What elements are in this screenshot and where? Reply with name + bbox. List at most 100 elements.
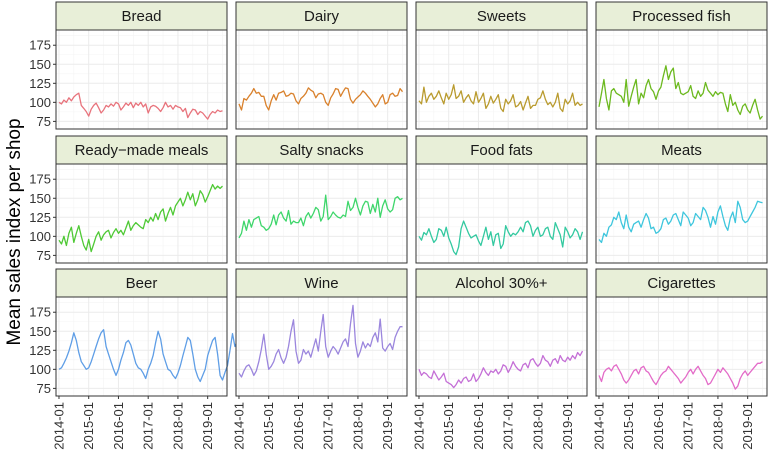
panel-border xyxy=(235,163,408,264)
x-tick-label: 2019-01 xyxy=(380,402,395,450)
x-tick-label: 2016-01 xyxy=(651,402,666,450)
y-tick-label: 150 xyxy=(29,191,51,206)
facet-title: Sweets xyxy=(477,8,526,25)
facet-strip xyxy=(235,268,408,298)
x-tick-label: 2016-01 xyxy=(291,402,306,450)
x-tick-label: 2018-01 xyxy=(170,402,185,450)
series-line xyxy=(598,65,764,120)
facet-panel: Dairy xyxy=(235,1,408,130)
facet-panel: Processed fish xyxy=(595,1,768,130)
facet-strip xyxy=(55,268,228,298)
series-line xyxy=(598,361,763,390)
x-tick-label: 2019-01 xyxy=(560,402,575,450)
facet-title: Food fats xyxy=(470,142,533,159)
facet-panel: Salty snacks xyxy=(235,135,408,264)
panel-border xyxy=(55,163,228,264)
x-tick-label: 2018-01 xyxy=(350,402,365,450)
y-tick-label: 150 xyxy=(29,57,51,72)
series-line xyxy=(58,329,239,383)
facet-title: Meats xyxy=(661,142,702,159)
facet-strip xyxy=(595,268,768,298)
y-tick-label: 75 xyxy=(37,248,51,263)
x-tick-label: 2015-01 xyxy=(81,402,96,450)
plot-background xyxy=(596,164,767,263)
series-line xyxy=(418,350,584,389)
y-tick-label: 125 xyxy=(29,210,51,225)
y-tick-label: 150 xyxy=(29,324,51,339)
panel-grid: Bread 75 100 125 150 175 Dairy Sweets Processed … xyxy=(29,1,768,450)
panel-border xyxy=(595,296,768,397)
x-tick-label: 2014-01 xyxy=(591,402,606,450)
plot-background xyxy=(236,30,407,129)
x-tick-label: 2016-01 xyxy=(111,402,126,450)
facet-title: Wine xyxy=(304,275,338,292)
facet-title: Salty snacks xyxy=(279,142,363,159)
facet-panel: Meats xyxy=(595,135,768,264)
x-tick-label: 2016-01 xyxy=(471,402,486,450)
facet-panel: Bread 75 100 125 150 175 xyxy=(29,1,228,130)
plot-background xyxy=(416,297,587,396)
facet-strip xyxy=(415,135,588,165)
panel-border xyxy=(595,29,768,130)
facet-title: Beer xyxy=(126,275,158,292)
plot-background xyxy=(416,30,587,129)
y-tick-label: 100 xyxy=(29,362,51,377)
panel-border xyxy=(235,296,408,397)
panel-border xyxy=(55,29,228,130)
facet-strip xyxy=(55,1,228,31)
plot-background xyxy=(236,297,407,396)
facet-panel: Wine 2014-01 2015-01 2016-01 2017-01 2018-01 2… xyxy=(231,268,408,450)
facet-title: Processed fish xyxy=(632,8,730,25)
series-line xyxy=(238,194,403,239)
facet-panel: Sweets xyxy=(415,1,588,130)
x-tick-label: 2014-01 xyxy=(411,402,426,450)
y-tick-label: 75 xyxy=(37,381,51,396)
y-tick-label: 125 xyxy=(29,343,51,358)
x-tick-label: 2014-01 xyxy=(231,402,246,450)
y-tick-label: 100 xyxy=(29,95,51,110)
y-tick-label: 175 xyxy=(29,172,51,187)
facet-panel: Ready−made meals 75 100 125 150 175 xyxy=(29,135,228,264)
facet-panel: Alcohol 30%+ 2014-01 2015-01 2016-01 2017-01… xyxy=(411,268,588,450)
facet-strip xyxy=(55,135,228,165)
panel-border xyxy=(55,296,228,397)
facet-title: Cigarettes xyxy=(647,275,715,292)
x-tick-label: 2017-01 xyxy=(501,402,516,450)
x-tick-label: 2015-01 xyxy=(441,402,456,450)
x-tick-label: 2017-01 xyxy=(141,402,156,450)
facet-panel: Cigarettes 2014-01 2015-01 2016-01 2017-01 20… xyxy=(591,268,768,450)
y-tick-label: 75 xyxy=(37,114,51,129)
panel-border xyxy=(415,163,588,264)
y-axis-label: Mean sales index per shop xyxy=(4,118,25,345)
panel-border xyxy=(415,29,588,130)
x-tick-label: 2017-01 xyxy=(681,402,696,450)
y-tick-label: 125 xyxy=(29,76,51,91)
y-tick-label: 175 xyxy=(29,305,51,320)
x-tick-label: 2015-01 xyxy=(261,402,276,450)
facet-title: Bread xyxy=(121,8,161,25)
facet-title: Alcohol 30%+ xyxy=(455,275,547,292)
panel-border xyxy=(415,296,588,397)
x-tick-label: 2014-01 xyxy=(51,402,66,450)
panel-border xyxy=(595,163,768,264)
x-tick-label: 2015-01 xyxy=(621,402,636,450)
y-tick-label: 175 xyxy=(29,38,51,53)
facet-title: Ready−made meals xyxy=(75,142,209,159)
facet-strip xyxy=(235,135,408,165)
plot-background xyxy=(236,164,407,263)
series-line xyxy=(58,92,223,120)
series-line xyxy=(238,87,404,111)
x-tick-label: 2017-01 xyxy=(321,402,336,450)
series-line xyxy=(238,304,403,378)
facet-strip xyxy=(595,135,768,165)
panel-border xyxy=(235,29,408,130)
facet-panel: Food fats xyxy=(415,135,588,264)
x-tick-label: 2018-01 xyxy=(530,402,545,450)
facet-strip xyxy=(415,268,588,298)
facet-strip xyxy=(595,1,768,31)
series-line xyxy=(58,183,223,253)
x-tick-label: 2019-01 xyxy=(200,402,215,450)
x-tick-label: 2018-01 xyxy=(710,402,725,450)
facet-title: Dairy xyxy=(304,8,340,25)
